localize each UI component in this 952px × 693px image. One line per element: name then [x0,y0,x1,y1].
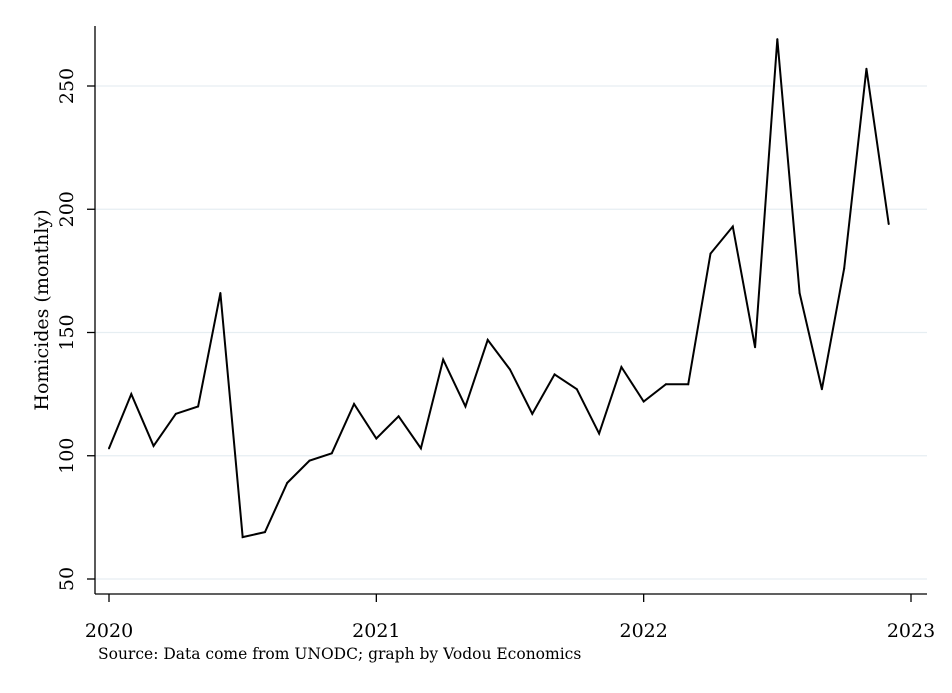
data-point-2020-12 [353,402,356,405]
data-point-2022-04 [709,252,712,255]
y-tick-label-150: 150 [56,314,78,350]
data-point-2021-04 [442,358,445,361]
data-point-2021-06 [486,338,489,341]
data-point-2020-08 [263,531,266,534]
data-point-2021-11 [598,432,601,435]
axes [94,26,927,595]
data-point-2021-07 [509,368,511,371]
data-point-2022-02 [664,383,667,386]
data-point-2022-10 [843,267,846,270]
data-point-2020-06 [219,292,222,295]
y-axis-ticks: 50 100 150 200 250 [56,68,95,591]
gridlines [95,85,927,580]
data-point-2022-05 [731,225,734,228]
data-point-2020-07 [241,536,244,539]
data-point-2021-09 [553,373,556,376]
data-point-2022-06 [754,346,757,349]
data-point-2020-04 [174,412,177,415]
data-point-2021-10 [575,388,578,391]
data-point-2020-05 [197,405,200,408]
data-point-2022-01 [642,400,645,403]
data-point-2020-02 [130,393,133,396]
data-point-2021-01 [375,437,378,440]
data-point-2021-02 [397,415,400,418]
data-point-2020-10 [308,459,311,462]
data-point-2020-03 [152,444,155,447]
data-point-2022-12 [887,223,890,226]
y-axis-title: Homicides (monthly) [31,209,53,410]
x-tick-label-2020: 2020 [85,620,133,642]
data-point-2020-01 [108,447,110,450]
data-point-2022-11 [865,67,868,70]
x-tick-label-2021: 2021 [352,620,400,642]
data-point-2022-08 [798,292,801,295]
data-point-2021-05 [464,405,467,408]
data-point-2021-03 [419,447,422,450]
y-tick-label-50: 50 [56,567,78,591]
y-tick-label-200: 200 [56,191,78,227]
series-group [108,38,890,539]
data-point-2021-08 [531,412,534,415]
data-point-2020-09 [286,481,289,484]
x-axis-ticks: 2020 2021 2022 2023 [85,594,935,642]
y-tick-label-250: 250 [56,68,78,104]
source-note: Source: Data come from UNODC; graph by V… [98,645,581,663]
y-tick-label-100: 100 [56,438,78,474]
data-point-2022-07 [776,38,779,41]
data-point-2022-09 [820,388,823,391]
x-tick-label-2022: 2022 [619,620,667,642]
data-point-2022-03 [687,383,690,386]
data-point-2020-11 [330,452,333,455]
x-tick-label-2023: 2023 [887,620,935,642]
data-point-2021-12 [620,366,623,369]
series-line-1 [108,39,890,539]
